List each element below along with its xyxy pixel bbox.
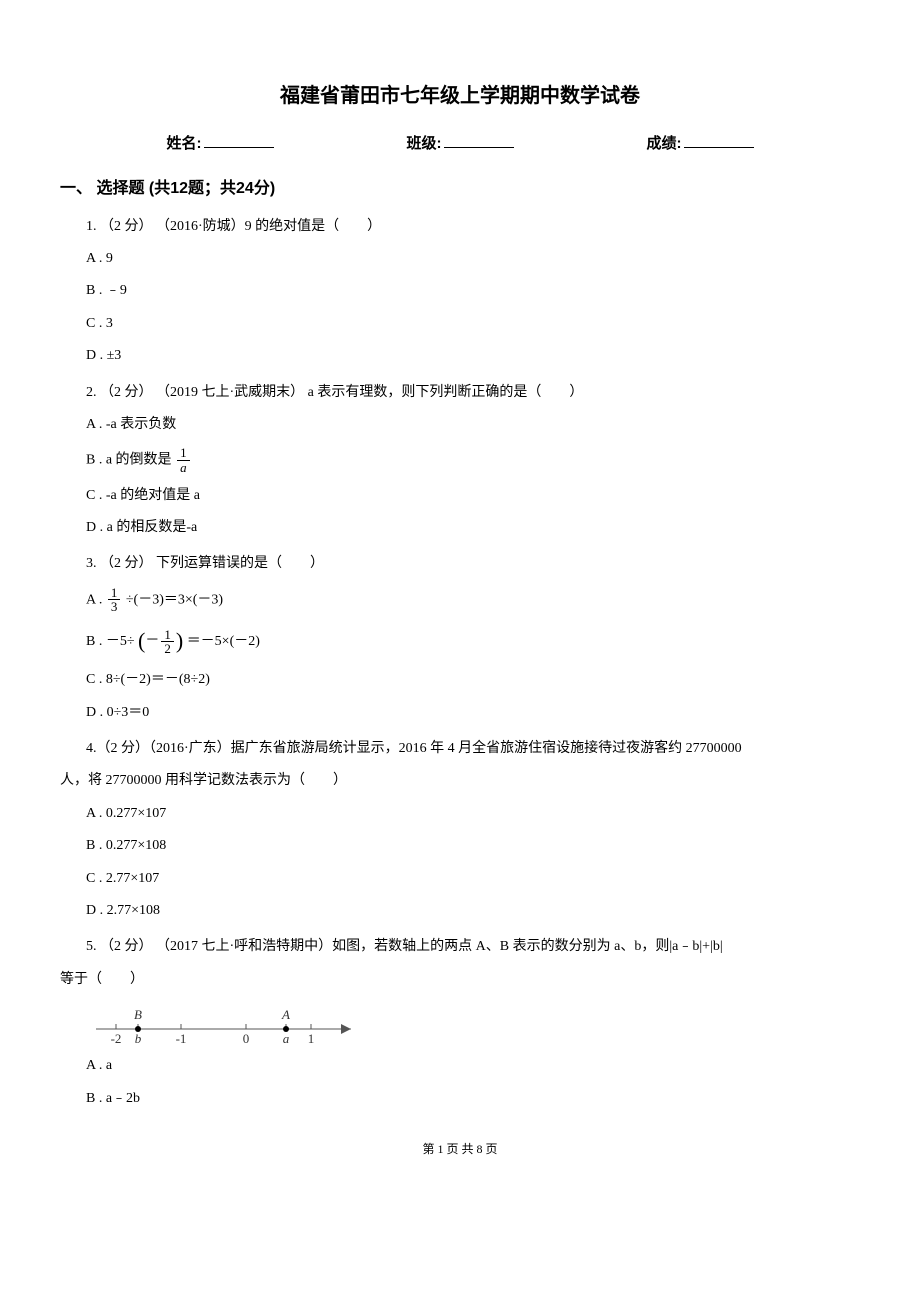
q3-b-neg: －	[145, 633, 159, 648]
question-3: 3. （2 分） 下列运算错误的是（ ） A . 1 3 ÷(－3)＝3×(－3…	[86, 553, 860, 724]
q1-option-b: B . ﹣9	[86, 280, 860, 302]
q5-options: A . a B . a﹣2b	[86, 1055, 860, 1110]
q5-option-a: A . a	[86, 1055, 860, 1077]
q3-option-c: C . 8÷(－2)＝－(8÷2)	[86, 669, 860, 691]
class-underline	[444, 132, 514, 148]
q5-stem-line1: 5. （2 分） （2017 七上·呼和浩特期中）如图，若数轴上的两点 A、B …	[86, 936, 860, 958]
name-field: 姓名:	[167, 132, 274, 156]
q3-a-num: 1	[108, 586, 121, 601]
name-underline	[204, 132, 274, 148]
q3-option-a: A . 1 3 ÷(－3)＝3×(－3)	[86, 586, 860, 614]
q3-option-d: D . 0÷3＝0	[86, 702, 860, 724]
svg-text:1: 1	[308, 1031, 315, 1045]
q2-stem: 2. （2 分） （2019 七上·武威期末） a 表示有理数，则下列判断正确的…	[86, 382, 860, 404]
q2-option-d: D . a 的相反数是-a	[86, 517, 860, 539]
section-1-heading: 一、 选择题 (共12题；共24分)	[60, 176, 860, 202]
q1-option-a: A . 9	[86, 248, 860, 270]
q4-option-d: D . 2.77×108	[86, 900, 860, 922]
svg-text:-1: -1	[176, 1031, 187, 1045]
question-5: 5. （2 分） （2017 七上·呼和浩特期中）如图，若数轴上的两点 A、B …	[86, 936, 860, 991]
score-underline	[684, 132, 754, 148]
q2-b-num: 1	[177, 446, 190, 461]
score-label: 成绩:	[647, 132, 682, 156]
q3-a-fraction: 1 3	[108, 586, 121, 614]
q3-b-paren-close: )	[176, 623, 183, 658]
number-line-diagram: -2 bB -1 0 aA 1	[86, 1005, 366, 1045]
q5-diagram-wrap: -2 bB -1 0 aA 1	[86, 1005, 860, 1045]
fill-row: 姓名: 班级: 成绩:	[60, 132, 860, 156]
q2-b-den: a	[177, 461, 190, 475]
class-field: 班级:	[407, 132, 514, 156]
document-title: 福建省莆田市七年级上学期期中数学试卷	[60, 80, 860, 112]
name-label: 姓名:	[167, 132, 202, 156]
q4-option-b: B . 0.277×108	[86, 835, 860, 857]
q3-b-suffix: ＝－5×(－2)	[187, 634, 260, 649]
page: 福建省莆田市七年级上学期期中数学试卷 姓名: 班级: 成绩: 一、 选择题 (共…	[0, 0, 920, 1199]
q3-b-fraction: 1 2	[161, 628, 174, 656]
q4-option-c: C . 2.77×107	[86, 868, 860, 890]
question-1: 1. （2 分） （2016·防城）9 的绝对值是（ ） A . 9 B . ﹣…	[86, 216, 860, 368]
q3-b-den: 2	[161, 642, 174, 656]
q2-option-a: A . -a 表示负数	[86, 414, 860, 436]
q3-option-b: B . －5÷ (－ 1 2 ) ＝－5×(－2)	[86, 624, 860, 659]
score-field: 成绩:	[647, 132, 754, 156]
q2-b-prefix: B . a 的倒数是	[86, 453, 175, 468]
page-footer: 第 1 页 共 8 页	[60, 1140, 860, 1159]
q1-stem: 1. （2 分） （2016·防城）9 的绝对值是（ ）	[86, 216, 860, 238]
q4-option-a: A . 0.277×107	[86, 803, 860, 825]
q3-stem: 3. （2 分） 下列运算错误的是（ ）	[86, 553, 860, 575]
question-2: 2. （2 分） （2019 七上·武威期末） a 表示有理数，则下列判断正确的…	[86, 382, 860, 540]
question-4: 4.（2 分）（2016·广东）据广东省旅游局统计显示，2016 年 4 月全省…	[86, 738, 860, 922]
q2-b-fraction: 1 a	[177, 446, 190, 474]
q3-a-den: 3	[108, 600, 121, 614]
q3-a-suffix: ÷(－3)＝3×(－3)	[126, 592, 223, 607]
q1-option-c: C . 3	[86, 313, 860, 335]
svg-text:a: a	[283, 1031, 290, 1045]
q1-option-d: D . ±3	[86, 345, 860, 367]
q3-a-prefix: A .	[86, 592, 106, 607]
svg-text:-2: -2	[111, 1031, 122, 1045]
svg-text:A: A	[281, 1007, 290, 1022]
q3-b-num: 1	[161, 628, 174, 643]
q2-option-b: B . a 的倒数是 1 a	[86, 446, 860, 474]
q5-stem-line2: 等于（ ）	[60, 969, 860, 991]
q3-b-prefix: B . －5÷	[86, 634, 138, 649]
svg-text:0: 0	[243, 1031, 250, 1045]
q4-stem-line2: 人，将 27700000 用科学记数法表示为（ ）	[60, 770, 860, 792]
q5-option-b: B . a﹣2b	[86, 1088, 860, 1110]
svg-text:b: b	[135, 1031, 142, 1045]
class-label: 班级:	[407, 132, 442, 156]
svg-text:B: B	[134, 1007, 142, 1022]
q4-stem-line1: 4.（2 分）（2016·广东）据广东省旅游局统计显示，2016 年 4 月全省…	[86, 738, 860, 760]
q3-b-paren-open: (	[138, 623, 145, 658]
q2-option-c: C . -a 的绝对值是 a	[86, 485, 860, 507]
